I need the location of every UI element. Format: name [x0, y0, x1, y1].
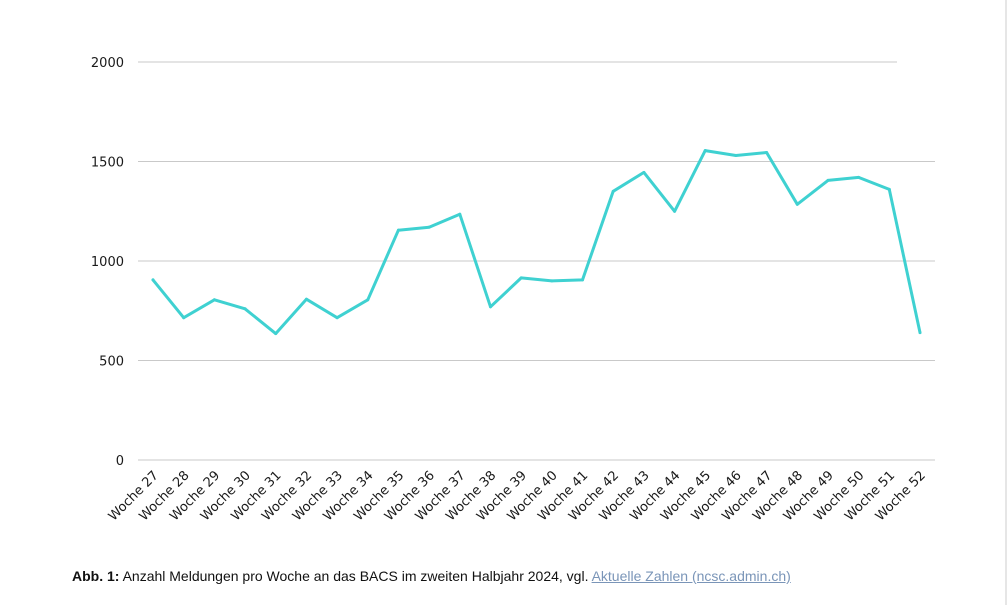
- data-point: [335, 316, 339, 320]
- y-tick-label: 500: [99, 355, 124, 370]
- data-point: [887, 187, 891, 191]
- data-point: [488, 305, 492, 309]
- data-point: [611, 189, 615, 193]
- data-point: [182, 316, 186, 320]
- data-point: [243, 307, 247, 311]
- data-point: [550, 279, 554, 283]
- data-point: [151, 278, 155, 282]
- data-point: [795, 202, 799, 206]
- data-point: [427, 225, 431, 229]
- data-point: [857, 175, 861, 179]
- data-point: [581, 278, 585, 282]
- page-edge: [1005, 0, 1007, 605]
- caption-link[interactable]: Aktuelle Zahlen (ncsc.admin.ch): [591, 568, 791, 584]
- data-point: [304, 297, 308, 301]
- data-point: [734, 154, 738, 158]
- y-axis-ticks: 0 500 1000 1500 2000: [91, 56, 124, 469]
- data-point: [765, 151, 769, 155]
- data-point: [458, 212, 462, 216]
- y-tick-label: 1500: [91, 156, 124, 171]
- data-point: [366, 298, 370, 302]
- y-tick-label: 0: [116, 454, 124, 469]
- series-line: [151, 149, 922, 336]
- data-point: [274, 332, 278, 336]
- caption-label: Abb. 1:: [72, 568, 120, 584]
- series-layer: [151, 149, 922, 336]
- data-point: [703, 149, 707, 153]
- gridlines: [138, 61, 935, 461]
- y-tick-label: 1000: [91, 255, 124, 270]
- data-point: [826, 178, 830, 182]
- data-point: [212, 298, 216, 302]
- figure-caption: Abb. 1: Anzahl Meldungen pro Woche an da…: [72, 568, 791, 584]
- y-tick-label: 2000: [91, 56, 124, 71]
- data-point: [519, 276, 523, 280]
- caption-text: Anzahl Meldungen pro Woche an das BACS i…: [119, 568, 592, 584]
- data-point: [642, 170, 646, 174]
- data-point: [673, 209, 677, 213]
- data-point: [918, 331, 922, 335]
- data-point: [396, 228, 400, 232]
